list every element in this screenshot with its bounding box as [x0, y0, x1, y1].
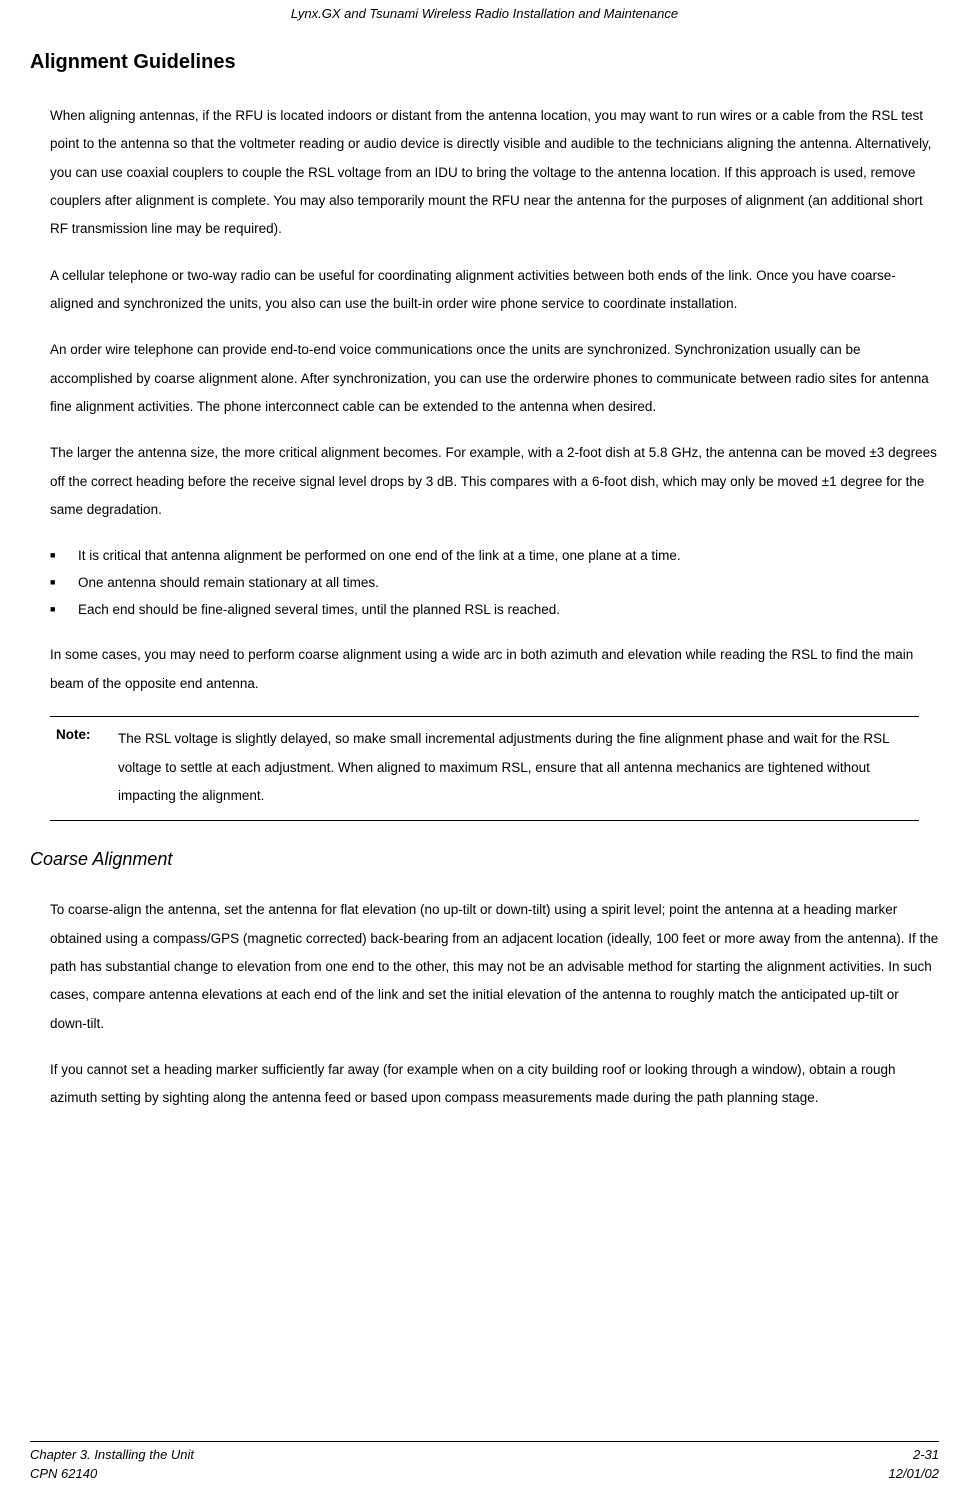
- list-item: One antenna should remain stationary at …: [50, 569, 939, 596]
- note-block: Note: The RSL voltage is slightly delaye…: [50, 716, 919, 821]
- subsection-heading-coarse-alignment: Coarse Alignment: [30, 849, 939, 870]
- note-text: The RSL voltage is slightly delayed, so …: [114, 725, 919, 810]
- page-content: Alignment Guidelines When aligning anten…: [0, 51, 969, 1113]
- running-title-text: Lynx.GX and Tsunami Wireless Radio Insta…: [291, 6, 678, 21]
- running-header: Lynx.GX and Tsunami Wireless Radio Insta…: [0, 0, 969, 51]
- footer-row-2: CPN 62140 12/01/02: [30, 1465, 939, 1484]
- body-paragraph: An order wire telephone can provide end-…: [50, 336, 939, 421]
- footer-row-1: Chapter 3. Installing the Unit 2-31: [30, 1446, 939, 1465]
- body-paragraph: The larger the antenna size, the more cr…: [50, 439, 939, 524]
- body-paragraph: If you cannot set a heading marker suffi…: [50, 1056, 939, 1113]
- bullet-list: It is critical that antenna alignment be…: [50, 542, 939, 623]
- body-paragraph: When aligning antennas, if the RFU is lo…: [50, 102, 939, 244]
- footer-date: 12/01/02: [888, 1465, 939, 1484]
- note-label: Note:: [50, 725, 114, 810]
- footer-chapter-title: Chapter 3. Installing the Unit: [30, 1446, 194, 1465]
- footer-cpn: CPN 62140: [30, 1465, 97, 1484]
- list-item: It is critical that antenna alignment be…: [50, 542, 939, 569]
- body-paragraph: A cellular telephone or two-way radio ca…: [50, 262, 939, 319]
- body-paragraph: In some cases, you may need to perform c…: [50, 641, 939, 698]
- section-heading-alignment-guidelines: Alignment Guidelines: [30, 51, 939, 74]
- footer-page-number: 2-31: [913, 1446, 939, 1465]
- list-item: Each end should be fine-aligned several …: [50, 596, 939, 623]
- body-paragraph: To coarse-align the antenna, set the ant…: [50, 896, 939, 1038]
- page-footer: Chapter 3. Installing the Unit 2-31 CPN …: [30, 1441, 939, 1484]
